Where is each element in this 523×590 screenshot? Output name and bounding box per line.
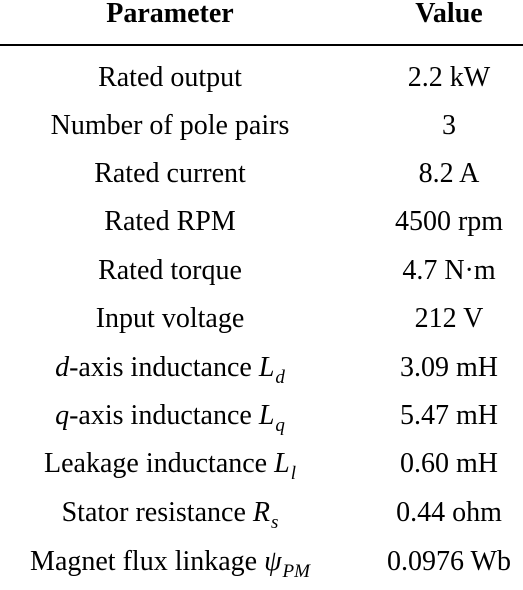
value-cell: 8.2 A [418,158,480,189]
table-row: q-axis inductance Lq 5.47 mH [0,396,523,444]
param-text: Stator resistance [61,497,253,528]
table-row: Magnet flux linkage ψPM 0.0976 Wb [0,542,523,590]
param-symbol: ψ [264,546,282,577]
table-row: Stator resistance Rs 0.44 ohm [0,493,523,541]
param-text: Magnet flux linkage [30,546,265,577]
table-row: Rated current 8.2 A [0,154,523,202]
param-symbol: L [258,352,275,383]
param-cell: Rated RPM [104,206,236,237]
param-cell: d-axis inductance Ld [55,348,285,391]
param-symbol: L [258,400,275,431]
table-row: Rated torque 4.7 N·m [0,251,523,299]
param-cell: Rated current [94,158,246,189]
param-subscript: l [290,463,296,484]
value-cell: 0.44 ohm [396,497,502,528]
value-cell: 4.7 N·m [402,255,496,286]
param-cell: Rated torque [98,255,242,286]
param-cell: Magnet flux linkage ψPM [30,542,310,585]
header-parameter: Parameter [106,0,234,29]
value-cell: 0.60 mH [400,448,498,479]
table-row: d-axis inductance Ld 3.09 mH [0,348,523,396]
header-value: Value [415,0,483,29]
param-subscript: PM [282,561,310,582]
value-cell: 5.47 mH [400,400,498,431]
param-cell: q-axis inductance Lq [55,396,285,439]
param-text: -axis inductance [69,352,259,383]
param-symbol: L [274,448,290,479]
table-row: Number of pole pairs 3 [0,106,523,154]
table-row: Rated RPM 4500 rpm [0,202,523,250]
param-cell: Rated output [98,62,242,93]
param-prefix: q [55,400,70,431]
param-text: Leakage inductance [44,448,275,479]
param-cell: Leakage inductance Ll [44,444,296,487]
param-subscript: d [275,367,285,388]
param-cell: Stator resistance Rs [62,493,279,536]
param-subscript: s [270,512,279,533]
value-cell: 0.0976 Wb [387,546,511,577]
table-header: Parameter Value [0,0,523,44]
param-subscript: q [275,415,285,436]
table-row: Input voltage 212 V [0,299,523,347]
value-cell: 3.09 mH [400,352,498,383]
param-cell: Number of pole pairs [50,110,290,141]
header-rule [0,44,523,46]
value-cell: 4500 rpm [394,206,504,237]
param-text: -axis inductance [69,400,259,431]
value-cell: 3 [442,110,456,141]
param-symbol: R [252,497,270,528]
value-cell: 2.2 kW [407,62,491,93]
param-cell: Input voltage [95,303,245,334]
param-prefix: d [55,352,70,383]
table-row: Rated output 2.2 kW [0,58,523,106]
table-row: Leakage inductance Ll 0.60 mH [0,444,523,492]
value-cell: 212 V [414,303,484,334]
